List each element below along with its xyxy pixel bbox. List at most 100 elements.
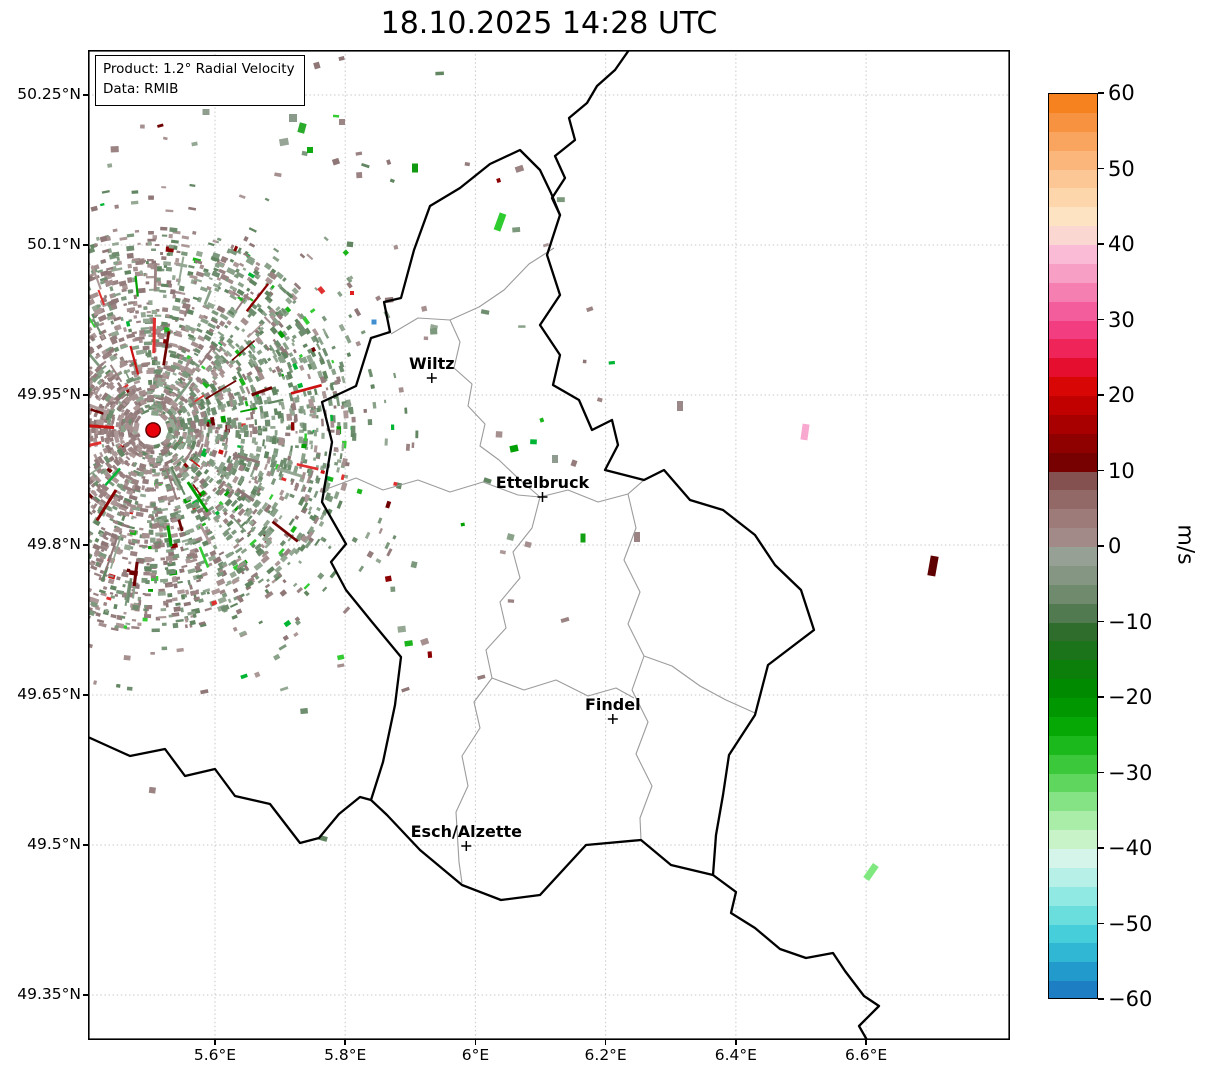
velocity-bin bbox=[166, 525, 173, 547]
velocity-bin bbox=[176, 250, 181, 254]
velocity-bin bbox=[220, 415, 227, 423]
velocity-bin bbox=[212, 544, 218, 550]
velocity-bin bbox=[420, 637, 430, 646]
velocity-bin bbox=[304, 433, 308, 442]
velocity-bin bbox=[110, 613, 117, 619]
velocity-bin bbox=[294, 616, 301, 622]
velocity-bin bbox=[279, 459, 285, 468]
district-border bbox=[390, 247, 555, 335]
velocity-bin bbox=[190, 459, 201, 468]
velocity-bin bbox=[115, 683, 121, 688]
velocity-bin bbox=[327, 545, 332, 550]
velocity-bin bbox=[246, 374, 254, 383]
velocity-bin bbox=[378, 527, 383, 535]
velocity-bin bbox=[173, 583, 178, 589]
velocity-bin bbox=[229, 358, 236, 366]
velocity-bin bbox=[283, 492, 290, 500]
velocity-bin bbox=[393, 481, 398, 487]
velocity-bin bbox=[100, 203, 105, 207]
velocity-bin bbox=[292, 465, 299, 475]
velocity-bin bbox=[306, 531, 314, 540]
velocity-bin bbox=[343, 422, 348, 430]
velocity-bin bbox=[186, 481, 209, 513]
velocity-bin bbox=[112, 292, 121, 297]
velocity-bin bbox=[227, 392, 233, 401]
velocity-bin bbox=[97, 269, 104, 274]
velocity-bin bbox=[230, 559, 238, 567]
velocity-bin bbox=[165, 602, 169, 608]
velocity-bin bbox=[146, 302, 150, 305]
velocity-bin bbox=[154, 472, 161, 476]
velocity-bin bbox=[254, 543, 263, 551]
velocity-bin bbox=[250, 347, 256, 354]
velocity-bin bbox=[249, 538, 257, 547]
velocity-bin bbox=[170, 525, 175, 530]
colorbar-tick-mark bbox=[1098, 922, 1104, 925]
velocity-bin bbox=[291, 334, 297, 340]
velocity-bin bbox=[214, 435, 219, 443]
velocity-bin bbox=[282, 634, 289, 641]
velocity-bin bbox=[236, 562, 245, 569]
velocity-bin bbox=[216, 305, 226, 314]
velocity-bin bbox=[138, 471, 145, 478]
velocity-bin bbox=[277, 330, 286, 339]
velocity-bin bbox=[93, 480, 100, 487]
velocity-bin bbox=[292, 348, 297, 354]
velocity-bin bbox=[134, 275, 139, 297]
velocity-bin bbox=[225, 534, 233, 541]
velocity-bin bbox=[177, 442, 185, 451]
velocity-bin bbox=[195, 439, 202, 448]
velocity-bin bbox=[123, 368, 131, 375]
y-tick-label: 50.25°N bbox=[17, 85, 81, 103]
velocity-bin bbox=[174, 290, 182, 295]
velocity-bin bbox=[292, 582, 298, 588]
velocity-bin bbox=[134, 229, 140, 233]
velocity-bin bbox=[197, 490, 207, 498]
velocity-bin bbox=[196, 578, 202, 583]
colorbar-band bbox=[1049, 263, 1097, 284]
velocity-bin bbox=[165, 386, 174, 392]
velocity-bin bbox=[122, 484, 132, 492]
velocity-bin bbox=[296, 586, 304, 594]
velocity-bin bbox=[110, 627, 119, 632]
velocity-bin bbox=[263, 411, 269, 418]
velocity-bin bbox=[209, 343, 217, 352]
velocity-bin bbox=[152, 468, 156, 473]
velocity-bin bbox=[205, 329, 214, 337]
velocity-bin bbox=[156, 266, 162, 272]
velocity-bin bbox=[88, 403, 109, 414]
velocity-bin bbox=[198, 478, 207, 486]
velocity-bin bbox=[312, 457, 317, 461]
velocity-bin bbox=[313, 445, 318, 453]
velocity-bin bbox=[233, 543, 240, 549]
velocity-bin bbox=[223, 511, 228, 516]
velocity-bin bbox=[123, 408, 131, 417]
velocity-bin bbox=[147, 241, 152, 246]
velocity-bin bbox=[185, 558, 192, 564]
velocity-bin bbox=[360, 330, 366, 335]
velocity-bin bbox=[146, 369, 155, 375]
data-source-line: Data: RMIB bbox=[103, 81, 179, 98]
velocity-bin bbox=[184, 617, 189, 623]
velocity-bin bbox=[227, 289, 237, 297]
velocity-bin bbox=[297, 382, 304, 389]
velocity-bin bbox=[99, 543, 109, 552]
velocity-bin bbox=[189, 274, 198, 280]
velocity-bin bbox=[232, 291, 241, 298]
velocity-bin bbox=[211, 379, 218, 386]
velocity-bin bbox=[263, 344, 269, 351]
velocity-bin bbox=[273, 653, 281, 661]
velocity-bin bbox=[123, 611, 127, 615]
x-tick-label: 6.2°E bbox=[584, 1046, 627, 1064]
velocity-bin bbox=[105, 348, 111, 352]
velocity-bin bbox=[119, 435, 123, 442]
velocity-bin bbox=[164, 453, 170, 458]
velocity-bin bbox=[111, 505, 118, 511]
velocity-bin bbox=[104, 608, 109, 613]
velocity-bin bbox=[169, 399, 179, 409]
velocity-bin bbox=[153, 262, 158, 291]
velocity-bin bbox=[128, 319, 133, 323]
velocity-bin bbox=[163, 333, 168, 338]
velocity-bin bbox=[306, 390, 312, 396]
